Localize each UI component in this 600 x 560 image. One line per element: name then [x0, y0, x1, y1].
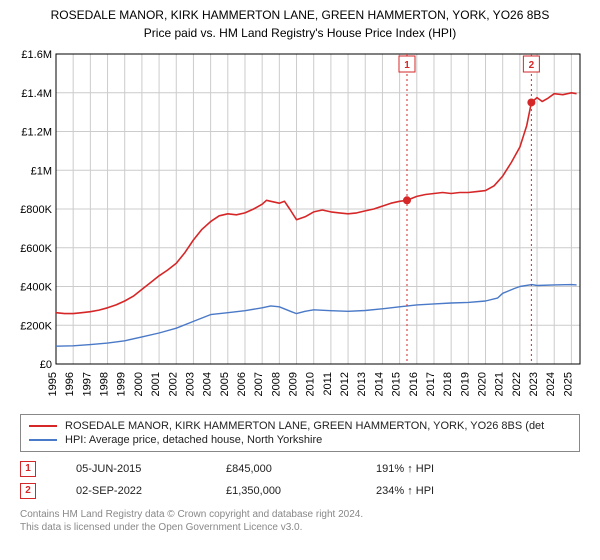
attribution-line-2: This data is licensed under the Open Gov… [20, 521, 590, 534]
svg-text:1: 1 [404, 60, 410, 71]
svg-text:2: 2 [529, 60, 535, 71]
svg-text:2023: 2023 [528, 372, 540, 396]
marker-date: 02-SEP-2022 [76, 485, 186, 497]
line-chart-svg: £0 £200K £400K £600K £800K £1M £1.2M £1.4M £1.6M… [10, 48, 590, 408]
chart-title: ROSEDALE MANOR, KIRK HAMMERTON LANE, GRE… [10, 8, 590, 24]
svg-text:2018: 2018 [442, 372, 454, 396]
svg-text:2019: 2019 [459, 372, 471, 396]
marker-date: 05-JUN-2015 [76, 463, 186, 475]
svg-text:£0: £0 [40, 359, 52, 371]
chart-area: £0 £200K £400K £600K £800K £1M £1.2M £1.4M £1.6M… [10, 48, 590, 408]
svg-text:2001: 2001 [150, 372, 162, 396]
svg-text:£600K: £600K [20, 242, 52, 254]
svg-text:2002: 2002 [167, 372, 179, 396]
attribution: Contains HM Land Registry data © Crown c… [20, 508, 590, 534]
svg-text:£1.4M: £1.4M [21, 87, 52, 99]
svg-text:2014: 2014 [373, 372, 385, 396]
svg-text:2009: 2009 [288, 372, 300, 396]
legend: ROSEDALE MANOR, KIRK HAMMERTON LANE, GRE… [20, 414, 580, 452]
marker-row: 1 05-JUN-2015 £845,000 191% ↑ HPI [20, 458, 580, 480]
marker-badge: 1 [20, 461, 36, 477]
chart-subtitle: Price paid vs. HM Land Registry's House … [10, 26, 590, 40]
svg-text:2011: 2011 [322, 372, 334, 396]
svg-text:2008: 2008 [270, 372, 282, 396]
attribution-line-1: Contains HM Land Registry data © Crown c… [20, 508, 590, 521]
svg-text:1999: 1999 [116, 372, 128, 396]
svg-text:2025: 2025 [562, 372, 574, 396]
svg-text:2012: 2012 [339, 372, 351, 396]
svg-text:2000: 2000 [133, 372, 145, 396]
marker-price: £845,000 [226, 463, 336, 475]
svg-text:2015: 2015 [391, 372, 403, 396]
marker-badge: 2 [20, 483, 36, 499]
svg-text:2005: 2005 [219, 372, 231, 396]
svg-text:2010: 2010 [305, 372, 317, 396]
svg-text:2024: 2024 [545, 372, 557, 396]
svg-text:2020: 2020 [477, 372, 489, 396]
svg-text:2006: 2006 [236, 372, 248, 396]
svg-text:£1.2M: £1.2M [21, 126, 52, 138]
marker-hpi: 234% ↑ HPI [376, 485, 496, 497]
svg-text:£1.6M: £1.6M [21, 49, 52, 61]
legend-label: HPI: Average price, detached house, Nort… [65, 434, 322, 446]
svg-text:1998: 1998 [99, 372, 111, 396]
svg-text:1995: 1995 [47, 372, 59, 396]
svg-text:2017: 2017 [425, 372, 437, 396]
legend-row: HPI: Average price, detached house, Nort… [29, 433, 571, 447]
svg-text:£1M: £1M [31, 165, 52, 177]
marker-hpi: 191% ↑ HPI [376, 463, 496, 475]
svg-text:1996: 1996 [64, 372, 76, 396]
legend-swatch [29, 439, 57, 441]
marker-row: 2 02-SEP-2022 £1,350,000 234% ↑ HPI [20, 480, 580, 502]
svg-text:2022: 2022 [511, 372, 523, 396]
svg-text:2004: 2004 [202, 372, 214, 396]
svg-text:£400K: £400K [20, 281, 52, 293]
svg-text:2016: 2016 [408, 372, 420, 396]
svg-text:2003: 2003 [184, 372, 196, 396]
svg-text:1997: 1997 [81, 372, 93, 396]
svg-text:£200K: £200K [20, 320, 52, 332]
marker-price: £1,350,000 [226, 485, 336, 497]
legend-label: ROSEDALE MANOR, KIRK HAMMERTON LANE, GRE… [65, 420, 544, 432]
svg-text:£800K: £800K [20, 204, 52, 216]
svg-text:2021: 2021 [494, 372, 506, 396]
legend-row: ROSEDALE MANOR, KIRK HAMMERTON LANE, GRE… [29, 419, 571, 433]
marker-table: 1 05-JUN-2015 £845,000 191% ↑ HPI 2 02-SEP-20… [20, 458, 580, 502]
svg-text:2013: 2013 [356, 372, 368, 396]
legend-swatch [29, 425, 57, 427]
svg-text:2007: 2007 [253, 372, 265, 396]
